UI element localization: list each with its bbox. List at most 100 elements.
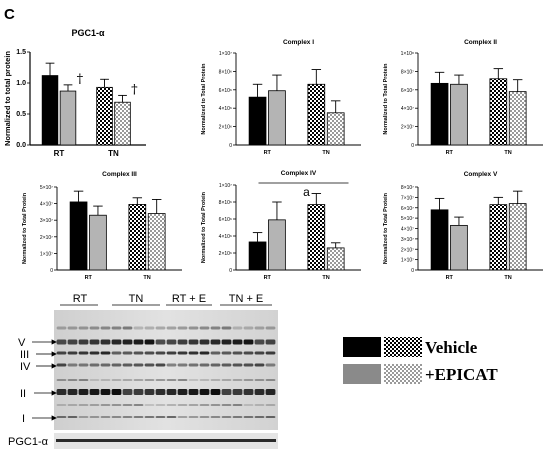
blot-band [89, 389, 100, 395]
blot-band [100, 363, 111, 367]
blot-band [243, 416, 254, 418]
blot-band [67, 404, 78, 406]
y-tick-label: 8×10⁶ [219, 69, 232, 75]
blot-band [210, 339, 221, 345]
blot-band [166, 326, 177, 330]
blot-band [67, 389, 78, 395]
blot-band [133, 339, 144, 345]
band-label-v: V [18, 337, 26, 349]
blot-band [89, 379, 100, 381]
blot-band [144, 363, 155, 367]
blot-band [254, 416, 265, 418]
blot-band [254, 326, 265, 330]
y-tick-label: 0 [411, 268, 414, 274]
blot-band [177, 363, 188, 367]
y-tick-label: 2×10⁷ [401, 247, 414, 253]
y-tick-label: 8×10⁶ [219, 200, 232, 206]
y-tick-label: 6×10⁷ [401, 88, 414, 94]
blot-band [243, 351, 254, 355]
blot-band [100, 416, 111, 418]
blot-band [155, 351, 166, 355]
blot-band [78, 404, 89, 406]
blot-band [133, 363, 144, 367]
blot-band [56, 379, 67, 381]
x-category-label: RT [264, 150, 272, 156]
blot-band [188, 363, 199, 367]
y-tick-label: 4×10⁷ [401, 227, 414, 233]
blot-band [56, 326, 67, 330]
blot-band [221, 379, 232, 381]
y-tick-label: 5×10⁷ [401, 216, 414, 222]
y-tick-label: 1.5 [16, 49, 26, 56]
blot-band [78, 339, 89, 345]
blot-band [67, 416, 78, 418]
blot-band [56, 404, 67, 406]
blot-band [177, 389, 188, 395]
blot-band [177, 404, 188, 406]
western-blot: RT TN RT + E TN + E V III IV II I PGC1-α [8, 293, 278, 449]
x-category-label: TN [322, 275, 329, 281]
y-tick-label: 1×10⁷ [219, 183, 232, 189]
blot-band [133, 379, 144, 381]
chart-title: Complex IV [281, 170, 317, 177]
y-axis-label: Normalized to Total Protein [201, 63, 207, 135]
y-tick-label: 4×10⁶ [219, 234, 232, 240]
bar-tn-vehicle [307, 83, 326, 146]
y-tick-label: 1×10⁷ [219, 51, 232, 57]
x-category-label: TN [322, 150, 329, 156]
blot-band [243, 363, 254, 367]
bar-tn-vehicle [128, 204, 147, 271]
y-tick-label: 2×10⁶ [219, 251, 232, 257]
blot-band [122, 326, 133, 330]
blot-band [122, 351, 133, 355]
y-tick-label: 8×10⁷ [401, 185, 414, 191]
blot-band [144, 416, 155, 418]
blot-band [166, 404, 177, 406]
y-tick-label: 6×10⁶ [219, 88, 232, 94]
blot-band [232, 326, 243, 330]
blot-band [188, 404, 199, 406]
band-arrows [32, 339, 57, 421]
blot-band [265, 326, 276, 330]
blot-band [144, 339, 155, 345]
blot-band [56, 351, 67, 355]
y-tick-label: 2×10⁶ [219, 125, 232, 131]
blot-band [155, 416, 166, 418]
blot-band [89, 416, 100, 418]
y-tick-label: 5×10⁷ [40, 185, 53, 191]
blot-band [254, 339, 265, 345]
blot-band [144, 404, 155, 406]
blot-band [232, 363, 243, 367]
blot-band [177, 351, 188, 355]
blot-band [254, 404, 265, 406]
chart-title: Complex II [464, 39, 497, 46]
blot-band [243, 339, 254, 345]
y-tick-label: 0 [50, 268, 53, 274]
x-category-label: RT [264, 275, 272, 281]
blot-band [78, 363, 89, 367]
blot-band [199, 404, 210, 406]
legend-swatch-epicat-tn [384, 364, 422, 384]
blot-band [122, 416, 133, 418]
blot-band [56, 339, 67, 345]
x-category-label: RT [54, 149, 65, 158]
blot-band [166, 363, 177, 367]
blot-band [67, 379, 78, 381]
bar-tn-vehicle [489, 204, 508, 271]
blot-band [254, 389, 265, 395]
blot-band [100, 379, 111, 381]
blot-band [210, 416, 221, 418]
chart-pgc1: PGC1-α Normalized to total protein 0.0 0.5 1… [3, 28, 146, 158]
blot-band [265, 351, 276, 355]
blot-band [133, 416, 144, 418]
chart-title: Complex III [102, 171, 137, 178]
bar-tn-epicat [508, 203, 527, 271]
blot-band [100, 339, 111, 345]
blot-band [265, 389, 276, 395]
blot-group-tn: TN [129, 293, 144, 305]
blot-band [155, 339, 166, 345]
legend-label-vehicle: Vehicle [425, 338, 478, 357]
blot-band [221, 326, 232, 330]
blot-band [221, 389, 232, 395]
